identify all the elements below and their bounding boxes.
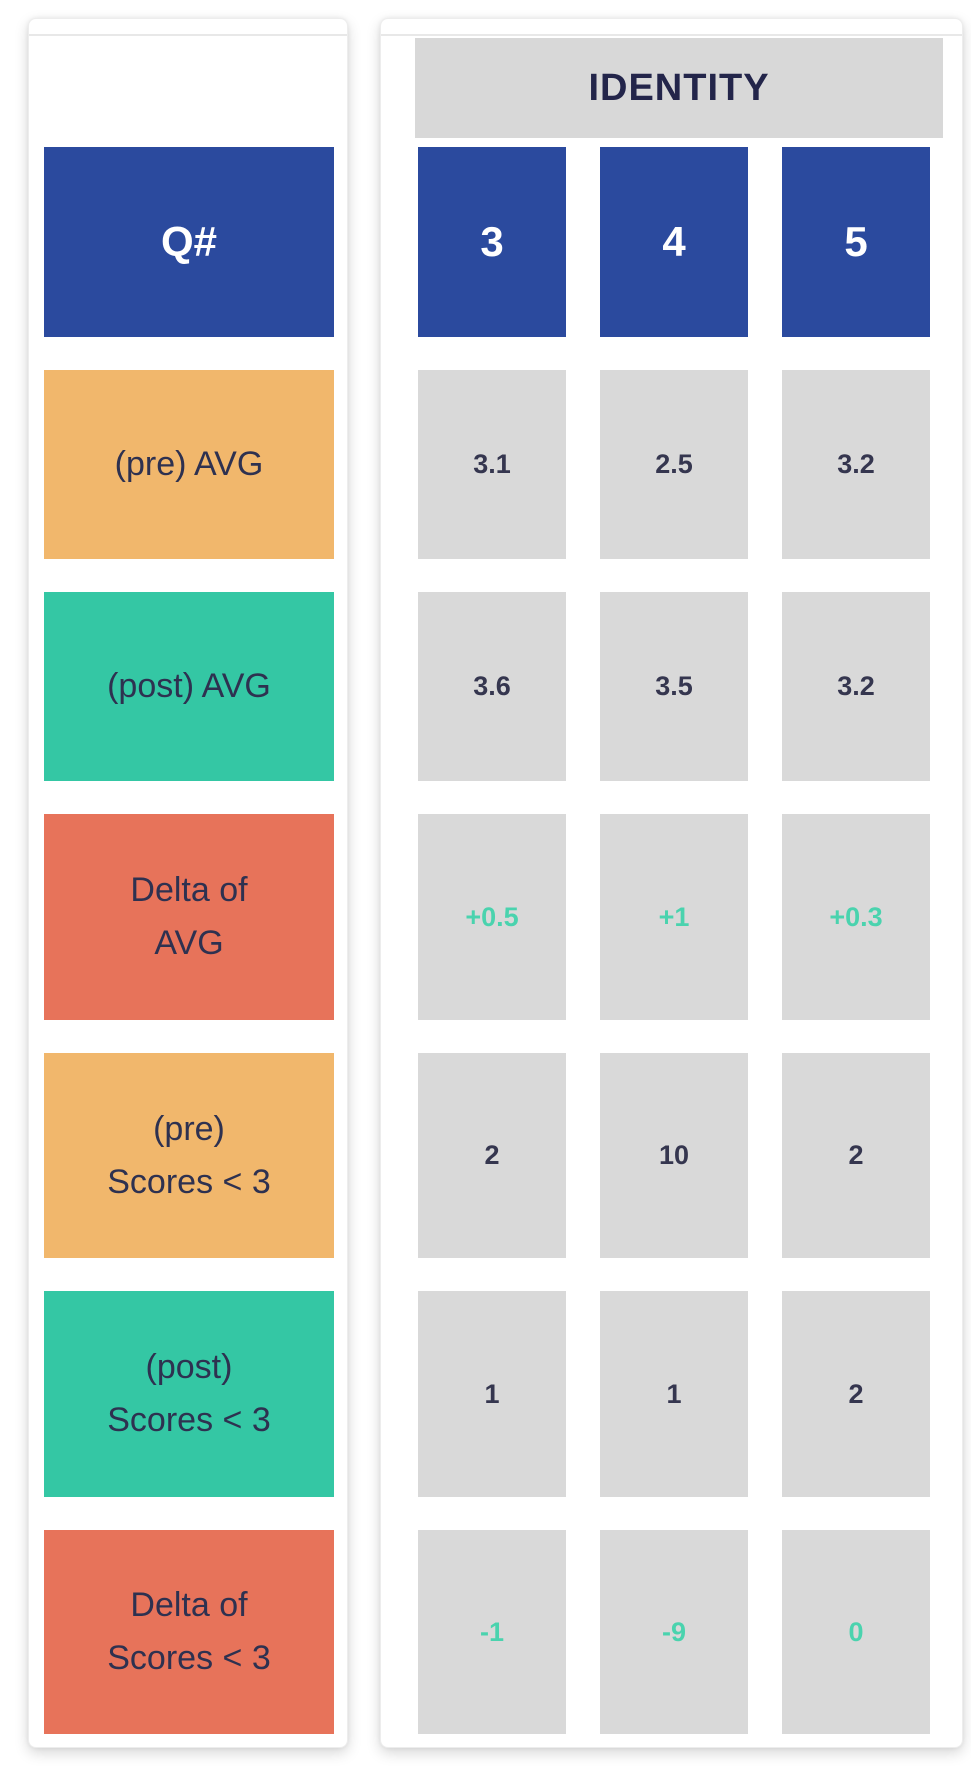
column-header-label: 5 <box>844 218 868 265</box>
cell-post-scores-q3: 1 <box>418 1291 566 1497</box>
cell-delta-scores-q3: -1 <box>418 1530 566 1734</box>
data-row-delta-scores-lt3: -1 -9 0 <box>418 1530 930 1734</box>
cell-post-avg-q3: 3.6 <box>418 592 566 781</box>
identity-data-panel: IDENTITY 3 4 5 3.1 2. <box>380 18 963 1748</box>
cell-pre-scores-q5: 2 <box>782 1053 930 1258</box>
data-row-pre-avg: 3.1 2.5 3.2 <box>418 370 930 559</box>
cell-value: 0 <box>848 1616 864 1647</box>
data-row-pre-scores-lt3: 2 10 2 <box>418 1053 930 1258</box>
row-labels-column: Q# (pre) AVG (post) AVG Delta of AVG (pr… <box>44 147 334 1734</box>
row-label-delta-scores-lt3: Delta of Scores < 3 <box>44 1530 334 1734</box>
cell-pre-avg-q3: 3.1 <box>418 370 566 559</box>
cell-value: +0.3 <box>829 901 883 932</box>
cell-post-scores-q5: 2 <box>782 1291 930 1497</box>
row-label-line: Delta of <box>130 1586 248 1624</box>
row-label-line: Scores < 3 <box>107 1401 271 1439</box>
row-label-delta-avg: Delta of AVG <box>44 814 334 1020</box>
group-header-label: IDENTITY <box>588 66 770 109</box>
row-label-line: AVG <box>154 924 224 962</box>
panel-top-divider <box>29 34 347 36</box>
row-label-pre-avg: (pre) AVG <box>44 370 334 559</box>
cell-post-avg-q4: 3.5 <box>600 592 748 781</box>
column-header-label: 3 <box>480 218 504 265</box>
row-label-line: Scores < 3 <box>107 1162 271 1201</box>
cell-delta-avg-q4: +1 <box>600 814 748 1020</box>
cell-pre-avg-q4: 2.5 <box>600 370 748 559</box>
data-row-post-scores-lt3: 1 1 2 <box>418 1291 930 1497</box>
cell-pre-avg-q5: 3.2 <box>782 370 930 559</box>
cell-delta-avg-q3: +0.5 <box>418 814 566 1020</box>
cell-value: 3.2 <box>837 671 875 701</box>
data-grid: 3 4 5 3.1 2.5 3.2 <box>418 147 930 1734</box>
cell-value: 2 <box>484 1140 500 1170</box>
cell-post-scores-q4: 1 <box>600 1291 748 1497</box>
column-header-label: 4 <box>662 218 686 265</box>
cell-value: 2 <box>848 1140 864 1170</box>
row-label-line: (post) <box>145 1348 233 1386</box>
question-number-header: Q# <box>44 147 334 337</box>
cell-value: 2.5 <box>655 449 693 479</box>
row-label-post-scores-lt3: (post) Scores < 3 <box>44 1291 334 1497</box>
cell-delta-scores-q4: -9 <box>600 1530 748 1734</box>
panel-top-divider <box>381 34 962 36</box>
cell-value: 3.2 <box>837 449 875 479</box>
column-header-q3: 3 <box>418 147 566 337</box>
row-labels-panel: Q# (pre) AVG (post) AVG Delta of AVG (pr… <box>28 18 348 1748</box>
question-number-header-label: Q# <box>160 218 218 265</box>
cell-pre-scores-q4: 10 <box>600 1053 748 1258</box>
data-row-post-avg: 3.6 3.5 3.2 <box>418 592 930 781</box>
group-header-identity: IDENTITY <box>415 38 943 138</box>
cell-delta-scores-q5: 0 <box>782 1530 930 1734</box>
cell-value: +1 <box>658 901 690 932</box>
column-header-q5: 5 <box>782 147 930 337</box>
row-label-line: Delta of <box>130 871 248 909</box>
cell-value: 10 <box>658 1140 690 1170</box>
row-label-pre-scores-lt3: (pre) Scores < 3 <box>44 1053 334 1258</box>
row-label-line: (pre) <box>153 1109 225 1148</box>
row-label-line: Scores < 3 <box>107 1639 271 1677</box>
cell-delta-avg-q5: +0.3 <box>782 814 930 1020</box>
cell-post-avg-q5: 3.2 <box>782 592 930 781</box>
data-row-delta-avg: +0.5 +1 +0.3 <box>418 814 930 1020</box>
cell-value: 1 <box>484 1378 500 1409</box>
cell-pre-scores-q3: 2 <box>418 1053 566 1258</box>
column-header-row: 3 4 5 <box>418 147 930 337</box>
row-label-line: (pre) AVG <box>114 445 264 483</box>
cell-value: 1 <box>666 1378 682 1409</box>
row-label-post-avg: (post) AVG <box>44 592 334 781</box>
cell-value: 3.6 <box>473 671 511 701</box>
cell-value: +0.5 <box>465 901 519 932</box>
cell-value: -9 <box>661 1616 686 1647</box>
row-label-line: (post) AVG <box>107 667 271 705</box>
cell-value: 3.5 <box>655 671 693 701</box>
cell-value: -1 <box>479 1616 504 1647</box>
column-header-q4: 4 <box>600 147 748 337</box>
cell-value: 2 <box>848 1378 864 1409</box>
cell-value: 3.1 <box>473 449 511 479</box>
